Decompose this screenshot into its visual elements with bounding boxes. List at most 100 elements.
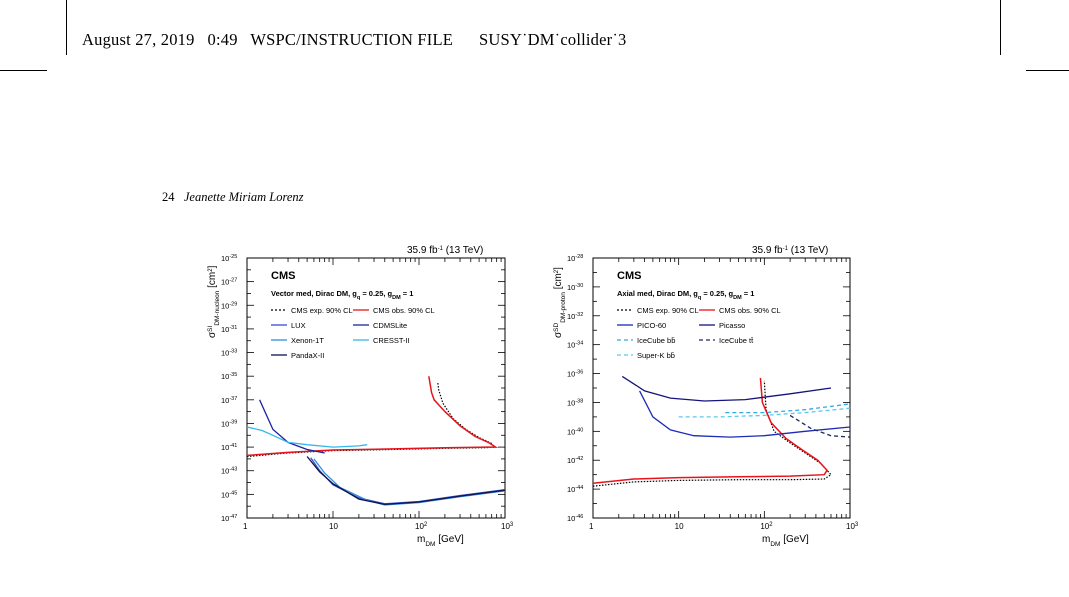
y-tick-label: 10: [221, 396, 229, 405]
y-tick-label: 10: [221, 490, 229, 499]
legend-entry: CMS obs. 90% CL: [719, 306, 781, 315]
x-tick-text: 10: [329, 522, 338, 531]
legend-label: IceCube tt̄: [719, 336, 754, 345]
x-tick-label: 10: [415, 522, 424, 531]
y-tick-text: 10-34: [567, 341, 583, 350]
x-tick-exponent: 3: [855, 522, 859, 528]
y-tick-exponent: -27: [229, 278, 237, 284]
x-tick-text: 103: [846, 522, 859, 531]
model-description: Axial med, Dirac DM, gq = 0.25, gDM = 1: [617, 289, 754, 301]
x-tick-exponent: 2: [769, 522, 773, 528]
y-tick-label: 10: [221, 372, 229, 381]
header-rule-left: [0, 70, 47, 71]
y-tick-text: 10-30: [567, 283, 583, 292]
x-tick-label: 10: [846, 522, 855, 531]
y-tick-text: 10-35: [221, 372, 237, 381]
energy-label: (13 TeV): [443, 245, 483, 256]
y-tick-text: 10-32: [567, 312, 583, 321]
energy-label: (13 TeV): [788, 245, 828, 256]
xenon1t-curve: [313, 458, 506, 506]
y-tick-label: 10: [567, 514, 575, 523]
y-tick-text: 10-36: [567, 370, 583, 379]
legend-entry: IceCube tt̄: [719, 336, 754, 345]
x-axis-title: mDM [GeV]: [762, 534, 809, 548]
y-tick-label: 10: [567, 370, 575, 379]
y-tick-exponent: -38: [575, 398, 583, 404]
legend-label: CDMSLite: [373, 321, 407, 330]
x-label-symbol: m: [417, 534, 425, 545]
y-tick-exponent: -36: [575, 370, 583, 376]
lumi-exponent: -1: [783, 246, 789, 252]
y-label-symbol: σ: [553, 331, 564, 338]
x-label-symbol: m: [762, 534, 770, 545]
y-tick-exponent: -47: [229, 514, 237, 520]
header-rule-right: [1026, 70, 1069, 71]
lux-curve: [310, 457, 506, 505]
author-name: Jeanette Miriam Lorenz: [183, 190, 304, 204]
y-tick-label: 10: [567, 254, 575, 263]
y-tick-exponent: -45: [229, 490, 237, 496]
x-label-unit: [GeV]: [780, 534, 809, 545]
legend-label: CRESST-II: [373, 336, 410, 345]
y-tick-label: 10: [221, 443, 229, 452]
legend-entry: CRESST-II: [373, 336, 410, 345]
running-head: August 27, 2019 0:49 WSPC/INSTRUCTION FI…: [82, 30, 626, 50]
y-tick-label: 10: [567, 456, 575, 465]
model-description: Vector med, Dirac DM, gq = 0.25, gDM = 1: [271, 289, 413, 301]
y-axis-title: σSDDM-proton [cm2]: [553, 267, 567, 338]
y-tick-exponent: -31: [229, 325, 237, 331]
model-text: Vector med, Dirac DM, g: [271, 289, 357, 298]
y-tick-label: 10: [221, 349, 229, 358]
y-tick-exponent: -46: [575, 514, 583, 520]
y-tick-exponent: -28: [575, 254, 583, 260]
y-tick-exponent: -43: [229, 467, 237, 473]
y-label-unit: [cm: [207, 272, 218, 291]
y-label-unit-sup: 2: [208, 268, 214, 272]
y-tick-label: 10: [221, 467, 229, 476]
y-tick-text: 10-28: [567, 254, 583, 263]
model-dm-sub: DM: [392, 295, 401, 301]
x-tick-label: 1: [589, 522, 594, 531]
cms-label: CMS: [271, 270, 295, 282]
legend-label: Super-K bb̄: [637, 351, 675, 360]
x-tick-exponent: 3: [510, 522, 514, 528]
figure-cms-dm-limits: 1 10 102 10310-2510-2710-2910-3110-3310-351…: [207, 245, 859, 548]
legend-entry: CDMSLite: [373, 321, 407, 330]
y-tick-text: 10-37: [221, 396, 237, 405]
model-dm-sub: DM: [733, 295, 742, 301]
y-tick-text: 10-43: [221, 467, 237, 476]
y-tick-exponent: -40: [575, 427, 583, 433]
y-label-sup: SI: [207, 325, 214, 331]
picasso-curve: [621, 375, 832, 402]
legend-entry: PandaX-II: [291, 351, 324, 360]
model-text: = 1: [742, 289, 755, 298]
y-tick-exponent: -37: [229, 396, 237, 402]
legend-entry: CMS obs. 90% CL: [373, 306, 435, 315]
legend-label: CMS obs. 90% CL: [373, 306, 435, 315]
y-tick-text: 10-47: [221, 514, 237, 523]
y-tick-exponent: -32: [575, 312, 583, 318]
y-label-symbol: σ: [207, 331, 218, 338]
y-tick-text: 10-40: [567, 427, 583, 436]
y-tick-exponent: -41: [229, 443, 237, 449]
legend-entry: LUX: [291, 321, 306, 330]
y-tick-label: 10: [221, 514, 229, 523]
running-head-time: 0:49: [207, 30, 238, 49]
y-label-sub: DM-nucleon: [214, 290, 221, 325]
y-tick-label: 10: [567, 312, 575, 321]
y-axis-title: σSIDM-nucleon [cm2]: [207, 265, 221, 338]
y-tick-text: 10-41: [221, 443, 237, 452]
y-tick-exponent: -34: [575, 341, 583, 347]
x-tick-label: 1: [243, 522, 248, 531]
lumi-value: 35.9 fb: [407, 245, 438, 256]
y-tick-text: 10-29: [221, 301, 237, 310]
legend-label: PICO-60: [637, 321, 666, 330]
y-tick-label: 10: [221, 325, 229, 334]
cms-expected-curve: [246, 382, 496, 458]
y-tick-text: 10-25: [221, 254, 237, 263]
y-tick-text: 10-46: [567, 514, 583, 523]
y-label-close: ]: [207, 265, 218, 268]
y-tick-exponent: -44: [575, 485, 583, 491]
model-q-sub: q: [698, 295, 701, 301]
lumi-energy-label: 35.9 fb-1 (13 TeV): [407, 245, 483, 256]
